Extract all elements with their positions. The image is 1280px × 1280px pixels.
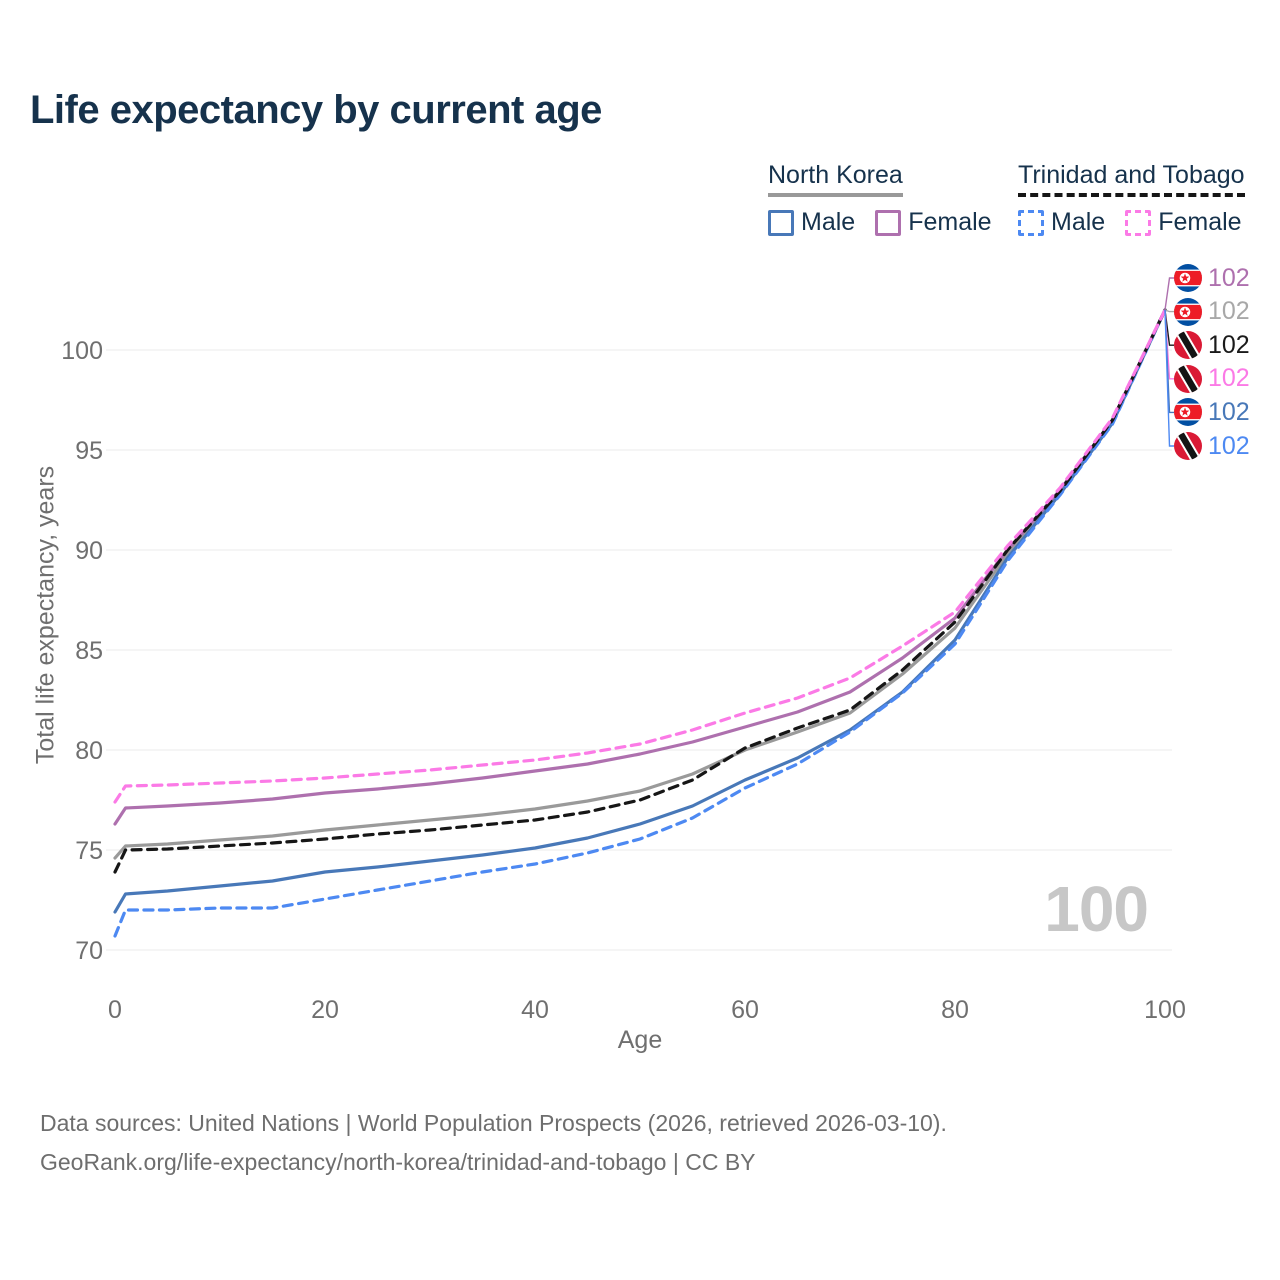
x-tick-label: 0 (108, 996, 122, 1024)
attribution-text: GeoRank.org/life-expectancy/north-korea/… (40, 1149, 756, 1175)
end-label-trinidad-and-tobago-male: 102 (1174, 431, 1250, 461)
trinidad-and-tobago-flag-icon (1174, 331, 1202, 359)
north-korea-flag-icon (1174, 398, 1202, 426)
legend-swatch (875, 209, 902, 236)
x-tick-label: 80 (941, 996, 969, 1024)
legend-item-north-korea-male[interactable]: Male (768, 208, 855, 237)
leader-line-trinidad-and-tobago-male (1164, 309, 1174, 447)
north-korea-flag-icon (1174, 298, 1202, 326)
legend-group-title: North Korea (768, 161, 903, 197)
legend-group-north-korea: North Korea Male Female (768, 161, 992, 237)
y-tick-label: 95 (75, 437, 103, 465)
series-line-north-korea-male (113, 308, 1167, 914)
end-label-value: 102 (1208, 263, 1250, 292)
end-label-value: 102 (1208, 431, 1250, 460)
end-label-trinidad-and-tobago-female: 102 (1174, 364, 1250, 394)
end-label-north-korea-female: 102 (1174, 263, 1250, 293)
leader-line-trinidad-and-tobago (1164, 309, 1174, 346)
x-tick-label: 40 (521, 996, 549, 1024)
trinidad-and-tobago-flag-icon (1174, 365, 1202, 393)
legend-swatch (1018, 209, 1044, 236)
end-label-trinidad-and-tobago: 102 (1174, 330, 1250, 360)
series-line-trinidad-and-tobago-male (113, 308, 1167, 938)
legend-item-label: Male (801, 208, 856, 236)
end-label-value: 102 (1208, 297, 1250, 326)
series-line-trinidad-and-tobago (113, 308, 1167, 874)
y-tick-label: 80 (75, 737, 103, 765)
legend-group-trinidad-and-tobago: Trinidad and Tobago Male Female (1018, 161, 1245, 237)
page-title: Life expectancy by current age (30, 88, 602, 132)
data-sources-text: Data sources: United Nations | World Pop… (40, 1110, 947, 1136)
legend-swatch (1125, 209, 1152, 236)
x-tick-label: 60 (731, 996, 759, 1024)
legend-item-label: Female (908, 208, 992, 236)
x-tick-label: 100 (1144, 996, 1186, 1024)
legend-item-north-korea-female[interactable]: Female (875, 208, 992, 237)
y-tick-label: 100 (61, 337, 103, 365)
trinidad-and-tobago-flag-icon (1174, 432, 1202, 460)
y-axis-title: Total life expectancy, years (31, 465, 60, 765)
y-tick-label: 90 (75, 537, 103, 565)
end-label-value: 102 (1208, 330, 1250, 359)
y-tick-label: 70 (75, 937, 103, 965)
legend-item-label: Male (1051, 208, 1106, 236)
series-line-north-korea-female (113, 308, 1167, 826)
legend-item-trinidad-and-tobago-female[interactable]: Female (1125, 208, 1242, 237)
legend-item-trinidad-and-tobago-male[interactable]: Male (1018, 208, 1105, 237)
end-label-value: 102 (1208, 364, 1250, 393)
leader-line-north-korea-female (1164, 277, 1174, 311)
end-label-north-korea: 102 (1174, 297, 1250, 327)
x-tick-label: 20 (311, 996, 339, 1024)
series-line-trinidad-and-tobago-female (113, 308, 1167, 804)
y-tick-label: 75 (75, 837, 103, 865)
legend-group-title: Trinidad and Tobago (1018, 161, 1245, 197)
series-line-north-korea (113, 308, 1167, 860)
leader-line-north-korea (1164, 309, 1174, 313)
north-korea-flag-icon (1174, 264, 1202, 292)
legend-item-label: Female (1158, 208, 1242, 236)
legend-swatch (768, 209, 794, 236)
end-label-value: 102 (1208, 397, 1250, 426)
x-axis-title: Age (617, 1026, 663, 1054)
y-tick-label: 85 (75, 637, 103, 665)
end-label-north-korea-male: 102 (1174, 397, 1250, 427)
age-counter: 100 (1044, 873, 1149, 945)
